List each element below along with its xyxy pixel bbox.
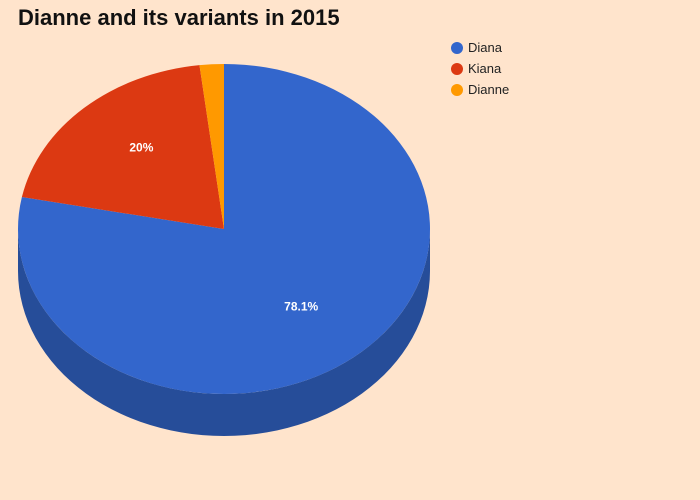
legend-label-dianne: Dianne xyxy=(468,82,510,97)
chart-title: Dianne and its variants in 2015 xyxy=(18,5,340,30)
pie-slice-kiana[interactable] xyxy=(21,65,225,229)
data-label-kiana: 20% xyxy=(129,141,153,155)
legend: Diana Kiana Dianne xyxy=(451,37,509,100)
legend-item-kiana[interactable]: Kiana xyxy=(451,58,509,79)
pie-side-diana xyxy=(18,229,430,436)
legend-item-dianne[interactable]: Dianne xyxy=(451,79,509,100)
legend-item-diana[interactable]: Diana xyxy=(451,37,509,58)
pie-slice-diana[interactable] xyxy=(18,64,431,394)
legend-swatch-kiana xyxy=(451,62,463,75)
legend-swatch-diana xyxy=(451,41,463,54)
legend-label-kiana: Kiana xyxy=(468,61,502,76)
legend-swatch-dianne xyxy=(451,83,463,96)
data-label-diana: 78.1% xyxy=(284,300,318,314)
legend-label-diana: Diana xyxy=(468,40,502,55)
pie-slice-dianne[interactable] xyxy=(199,63,224,229)
